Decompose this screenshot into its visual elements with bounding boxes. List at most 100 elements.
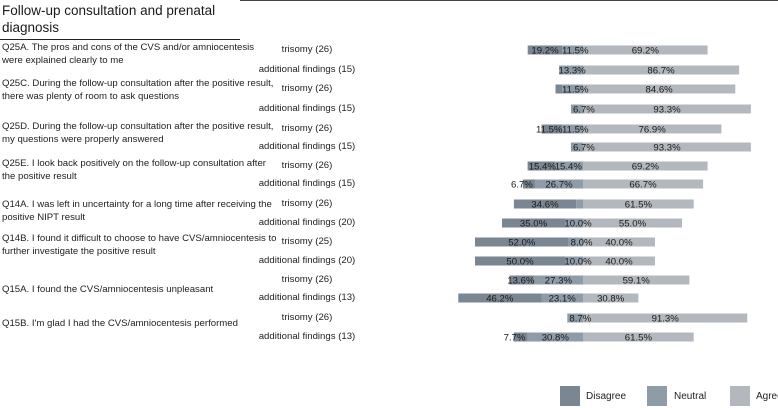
bar-segment-agree — [583, 179, 704, 189]
data-label-disagree: 13.6% — [507, 276, 535, 287]
bar-segment-neutral — [570, 142, 583, 152]
group-label: additional findings (20) — [258, 255, 356, 266]
bar-segment-agree — [583, 142, 751, 152]
bar-segment-neutral — [570, 104, 583, 114]
bar-segment-neutral — [562, 84, 583, 94]
bar-segment-disagree — [555, 84, 563, 94]
bar-segment-agree — [583, 313, 748, 323]
top-rule — [240, 0, 778, 1]
group-label: trisomy (26) — [281, 312, 333, 323]
data-label-disagree: 46.2% — [486, 294, 514, 305]
bar-segment-neutral — [565, 256, 583, 266]
data-label-neutral: 15.4% — [555, 162, 583, 173]
data-label-neutral: 6.7% — [573, 143, 595, 154]
bar-segment-agree — [583, 256, 655, 266]
data-label-disagree: 7.7% — [504, 333, 526, 344]
bar-segment-agree — [583, 218, 682, 228]
group-label: additional findings (20) — [258, 217, 356, 228]
legend-label-disagree: Disagree — [586, 391, 627, 402]
group-label: trisomy (26) — [281, 123, 333, 134]
group-label: additional findings (15) — [258, 103, 356, 114]
data-label-neutral: 13.3% — [558, 66, 586, 77]
bar-segment-disagree — [513, 332, 528, 342]
data-label-agree: 61.5% — [625, 200, 653, 211]
group-label: additional findings (15) — [258, 141, 356, 152]
bar-segment-neutral — [567, 313, 583, 323]
question-label: Q15A. I found the CVS/amniocentesis unpl… — [2, 284, 214, 295]
data-label-neutral: 23.1% — [549, 294, 577, 305]
data-label-neutral: 27.3% — [545, 276, 573, 287]
group-label: additional findings (13) — [258, 292, 356, 303]
data-label-disagree: 52.0% — [508, 238, 536, 249]
bar-segment-disagree — [475, 237, 569, 247]
data-label-agree: 69.2% — [632, 46, 660, 57]
bar-segment-disagree — [502, 218, 565, 228]
data-label-agree: 84.6% — [645, 85, 673, 96]
data-label-agree: 66.7% — [629, 180, 657, 191]
data-label-disagree: 35.0% — [520, 219, 548, 230]
bar-segment-neutral — [562, 124, 583, 134]
bar-segment-agree — [583, 161, 708, 171]
data-label-neutral: 11.5% — [562, 46, 589, 57]
legend: Disagree Neutral Agree — [560, 386, 778, 408]
legend-label-agree: Agree — [756, 391, 778, 402]
bar-segment-neutral — [527, 332, 583, 342]
data-label-agree: 76.9% — [639, 125, 667, 136]
bar-segment-neutral — [559, 65, 583, 75]
group-label: trisomy (26) — [281, 274, 333, 285]
data-label-neutral: 8.0% — [571, 238, 593, 249]
bar-segment-neutral — [568, 237, 583, 247]
data-label-disagree: 34.6% — [531, 200, 559, 211]
bar-segment-neutral — [541, 293, 583, 303]
bar-segment-disagree — [513, 199, 577, 209]
bar-segment-agree — [583, 124, 722, 134]
bar-segment-disagree — [475, 256, 565, 266]
data-label-agree: 91.3% — [652, 314, 680, 325]
group-label: trisomy (26) — [281, 198, 333, 209]
bar-segment-disagree — [458, 293, 542, 303]
data-label-agree: 55.0% — [619, 219, 647, 230]
bar-segment-neutral — [576, 199, 583, 209]
data-label-agree: 59.1% — [623, 276, 651, 287]
data-label-disagree: 19.2% — [531, 46, 559, 57]
data-label-neutral: 10.0% — [564, 257, 592, 268]
data-label-neutral: 10.0% — [564, 219, 592, 230]
question-label: Q25A. The pros and cons of the CVS and/o… — [2, 42, 255, 66]
bar-segment-disagree — [541, 124, 563, 134]
data-label-agree: 86.7% — [647, 66, 675, 77]
bar-segment-agree — [583, 84, 736, 94]
bar-segment-agree — [583, 237, 655, 247]
data-label-neutral: 6.7% — [573, 105, 595, 116]
data-label-neutral: 30.8% — [542, 333, 570, 344]
chart-section-title: Follow-up consultation and prenatal diag… — [2, 3, 216, 35]
bar-segment-neutral — [562, 45, 583, 55]
data-label-neutral: 8.7% — [569, 314, 591, 325]
bar-segment-agree — [583, 104, 751, 114]
question-label: Q15B. I'm glad I had the CVS/amniocentes… — [2, 318, 238, 329]
group-label: trisomy (26) — [281, 83, 333, 94]
group-label: additional findings (15) — [258, 178, 356, 189]
group-label: additional findings (15) — [258, 64, 356, 75]
legend-swatch-disagree — [560, 386, 580, 406]
bar-segment-agree — [583, 275, 690, 285]
question-label: Q14A. I was left in uncertainty for a lo… — [2, 199, 272, 223]
data-label-agree: 93.3% — [653, 105, 681, 116]
data-label-neutral: 11.5% — [562, 85, 589, 96]
data-label-disagree: 50.0% — [506, 257, 534, 268]
data-label-disagree: 15.4% — [529, 162, 557, 173]
data-label-neutral: 11.5% — [562, 125, 589, 136]
bar-segment-neutral — [533, 275, 583, 285]
bar-segment-agree — [583, 332, 694, 342]
bar-segment-neutral — [534, 179, 583, 189]
data-label-agree: 30.8% — [597, 294, 625, 305]
question-label: Q25D. During the follow-up consultation … — [2, 121, 274, 145]
group-label: additional findings (13) — [258, 331, 356, 342]
stacked-bar-chart: 19.2% 11.5% 69.2%13.3% 86.7%11.5% 84.6%6.7% 9… — [458, 45, 751, 344]
bar-segment-disagree — [509, 275, 534, 285]
bar-segment-disagree — [527, 45, 563, 55]
data-label-agree: 93.3% — [653, 143, 681, 154]
bar-segment-disagree — [527, 161, 556, 171]
group-label: trisomy (25) — [281, 236, 333, 247]
data-label-disagree: 11.5% — [536, 125, 563, 136]
bar-segment-agree — [583, 65, 740, 75]
